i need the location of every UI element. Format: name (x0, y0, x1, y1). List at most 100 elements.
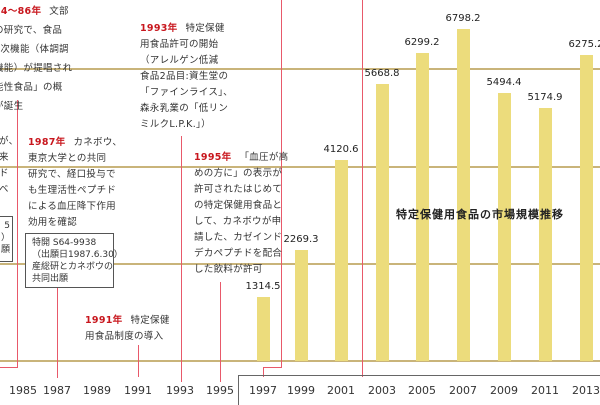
entry-line: 用食品許可の開始 (140, 39, 219, 50)
gridline (0, 360, 600, 362)
timeline-connector (138, 345, 139, 377)
entry-line: 請した、カゼインド (194, 232, 283, 243)
timeline-year: 1991 (124, 384, 152, 397)
entry-line: 効用を確認 (28, 217, 78, 228)
entry-line: も生理活性ペプチド (28, 185, 117, 196)
entry-line: 文部 (49, 6, 69, 17)
bar-2003 (376, 84, 389, 361)
entry-line: 「血圧が高 (239, 152, 289, 163)
entry-line: 「ファインライス」、 (140, 87, 233, 98)
patent-box: 特開 S64-9938 （出願日1987.6.30） 産総研とカネボウの 共同出… (25, 233, 123, 288)
gridline (0, 166, 600, 168)
data-label: 1314.5 (245, 280, 281, 292)
entry-line: が、 (0, 136, 19, 147)
entry-line: による血圧降下作用 (28, 201, 116, 212)
bar-1997 (257, 296, 270, 361)
entry-line: （アレルゲン低減 (140, 55, 219, 66)
bar-2005 (416, 53, 429, 361)
entry-line: ベ (0, 184, 9, 195)
timeline-entry-1993: 1993年 特定保健 用食品許可の開始 （アレルゲン低減 食品2品目:資生堂の 「… (140, 21, 233, 133)
entry-year: 1995年 (194, 152, 232, 163)
gridline (0, 68, 600, 70)
timeline-year: 1985 (9, 384, 37, 397)
bar-2013 (580, 54, 593, 361)
entry-line: の特定保健用食品と (194, 200, 283, 211)
chart-title: 特定保健用食品の市場規模推移 (396, 208, 564, 221)
entry-line: 機能）が提唱され (0, 63, 73, 74)
entry-year: 1987年 (28, 137, 66, 148)
box-line: 5 (4, 221, 10, 231)
box-line: 特開 S64-9938 (32, 238, 97, 248)
timeline-entry-1995: 1995年 「血圧が高 めの方に」の表示が 許可されたはじめて の特定保健用食品と… (194, 150, 288, 278)
timeline-entry-1991: 1991年 特定保健 用食品制度の導入 (85, 313, 170, 345)
timeline-connector (263, 367, 264, 377)
x-tick-label: 2011 (531, 384, 559, 397)
entry-line: 許可されたはじめて (194, 184, 283, 195)
timeline-connector (57, 287, 58, 378)
timeline-connector (17, 100, 18, 368)
entry-line: 特定保健 (185, 23, 225, 34)
x-tick-label: 2003 (368, 384, 396, 397)
entry-line: 3次機能（体調調 (0, 44, 69, 55)
entry-line: ド (0, 168, 9, 179)
data-label: 6299.2 (404, 37, 440, 49)
entry-line: 用食品制度の導入 (85, 331, 164, 342)
x-tick-label: 2005 (408, 384, 436, 397)
bar-2011 (539, 108, 552, 361)
entry-line: ミルクL.P.K.」） (140, 119, 211, 130)
entry-line: 研究で、経口投与で (28, 169, 116, 180)
bar-2009 (498, 92, 511, 361)
entry-year: 1991年 (85, 315, 123, 326)
entry-line: 食品2品目:資生堂の (140, 71, 229, 82)
timeline-year: 1993 (166, 384, 194, 397)
box-line: （出願日1987.6.30） (32, 250, 123, 260)
data-label: 6275.2 (568, 38, 600, 50)
x-tick-label: 1997 (249, 384, 277, 397)
timeline-connector (281, 0, 282, 368)
entry-line: 森永乳業の「低リン (140, 103, 229, 114)
x-tick-label: 2001 (327, 384, 355, 397)
box-line: ） (0, 233, 10, 243)
entry-line: 来 (0, 152, 9, 163)
data-label: 4120.6 (323, 143, 359, 155)
patent-box-clipped: 5 ） 願 (0, 216, 13, 262)
timeline-connector (362, 0, 363, 377)
entry-year: 1993年 (140, 23, 178, 34)
timeline-connector (263, 367, 282, 368)
entry-line: 能性食品」の概 (0, 82, 63, 93)
bar-2007 (457, 29, 470, 361)
entry-line: の研究で、食品 (0, 25, 63, 36)
entry-year: 84〜86年 (0, 6, 42, 17)
x-tick-label: 1999 (287, 384, 315, 397)
timeline-connector (220, 282, 221, 382)
data-label: 2269.3 (283, 234, 319, 246)
timeline-connector (181, 136, 182, 382)
x-tick-label: 2007 (449, 384, 477, 397)
entry-line: が誕生 (0, 101, 24, 112)
entry-line: めの方に」の表示が (194, 168, 283, 179)
bar-2001 (335, 159, 348, 361)
chart-axis-frame (238, 375, 600, 405)
timeline-year: 1987 (43, 384, 71, 397)
entry-line: して、カネボウが申 (194, 216, 282, 227)
timeline-entry-clipped: が、 来 ド ベ (0, 134, 18, 198)
timeline-year: 1989 (83, 384, 111, 397)
data-label: 5494.4 (486, 76, 522, 88)
timeline-year: 1995 (206, 384, 234, 397)
data-label: 5668.8 (364, 68, 400, 80)
box-line: 願 (0, 245, 10, 255)
entry-line: 特定保健 (130, 315, 170, 326)
box-line: 産総研とカネボウの (32, 262, 114, 272)
x-tick-label: 2009 (490, 384, 518, 397)
entry-line: 東京大学との共同 (28, 153, 107, 164)
bar-1999 (295, 250, 308, 361)
data-label: 5174.9 (527, 92, 563, 104)
timeline-connector (0, 367, 18, 368)
x-tick-label: 2013 (572, 384, 600, 397)
box-line: 共同出願 (32, 274, 69, 284)
data-label: 6798.2 (445, 13, 481, 25)
entry-line: した飲料が許可 (194, 264, 263, 275)
entry-line: カネボウ、 (73, 137, 123, 148)
entry-line: デカペプチドを配合 (194, 248, 283, 259)
